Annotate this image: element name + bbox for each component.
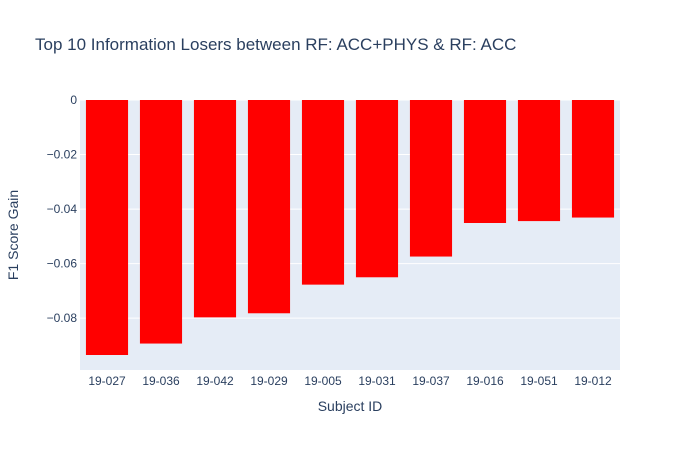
x-tick-label: 19-029 bbox=[250, 374, 288, 388]
bar-19-042[interactable] bbox=[193, 100, 237, 318]
x-tick-label: 19-036 bbox=[142, 374, 180, 388]
chart-title: Top 10 Information Losers between RF: AC… bbox=[35, 35, 516, 54]
x-tick-label: 19-042 bbox=[196, 374, 234, 388]
x-axis-title: Subject ID bbox=[318, 398, 383, 414]
bar-19-036[interactable] bbox=[139, 100, 183, 344]
bar-19-016[interactable] bbox=[463, 100, 507, 223]
x-tick-label: 19-037 bbox=[412, 374, 450, 388]
bar-19-012[interactable] bbox=[571, 100, 615, 218]
y-tick-label: −0.08 bbox=[47, 311, 78, 325]
y-axis-title: F1 Score Gain bbox=[5, 190, 21, 280]
bar-19-005[interactable] bbox=[301, 100, 345, 285]
y-axis-ticks: 0 −0.02 −0.04 −0.06 −0.08 bbox=[47, 93, 78, 325]
x-axis-ticks: 19-027 19-036 19-042 19-029 19-005 19-031 19-0… bbox=[88, 374, 612, 388]
x-tick-label: 19-012 bbox=[574, 374, 612, 388]
x-tick-label: 19-005 bbox=[304, 374, 342, 388]
bars bbox=[85, 100, 615, 355]
y-tick-label: −0.02 bbox=[47, 148, 78, 162]
y-tick-label: −0.06 bbox=[47, 257, 78, 271]
bar-19-051[interactable] bbox=[517, 100, 561, 222]
y-tick-label: −0.04 bbox=[47, 202, 78, 216]
y-tick-label: 0 bbox=[70, 93, 77, 107]
x-tick-label: 19-027 bbox=[88, 374, 126, 388]
bar-19-027[interactable] bbox=[85, 100, 129, 355]
x-tick-label: 19-051 bbox=[520, 374, 558, 388]
x-tick-label: 19-016 bbox=[466, 374, 504, 388]
x-tick-label: 19-031 bbox=[358, 374, 396, 388]
bar-19-037[interactable] bbox=[409, 100, 453, 257]
bar-19-031[interactable] bbox=[355, 100, 399, 278]
bar-19-029[interactable] bbox=[247, 100, 291, 314]
